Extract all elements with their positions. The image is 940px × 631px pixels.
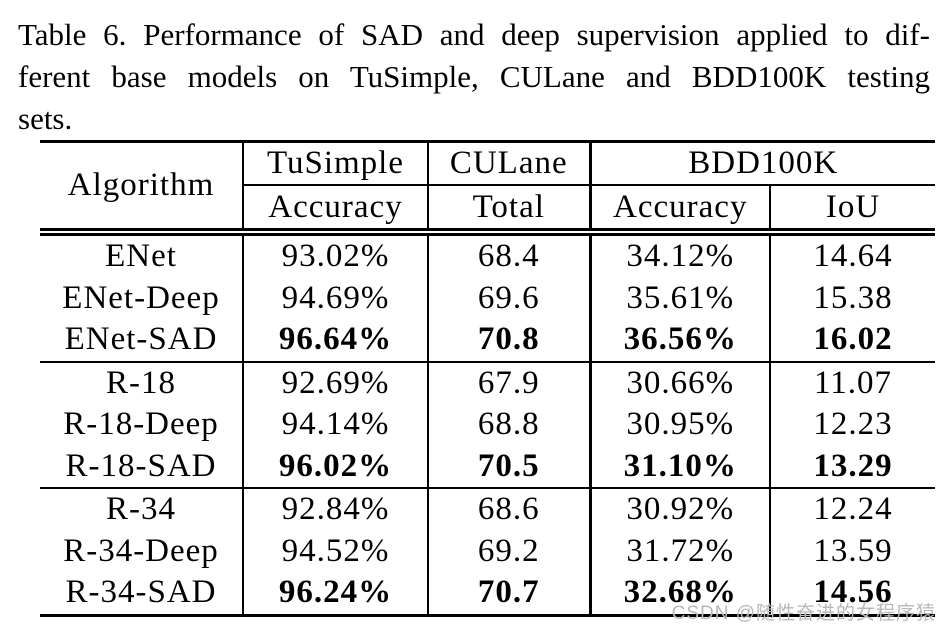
algorithm-cell: ENet [105, 238, 177, 275]
caption-line-3: sets. [18, 101, 73, 136]
culane-total-cell: 69.6 [427, 277, 590, 319]
tusimple-accuracy-cell: 96.24% [242, 572, 428, 617]
culane-total-cell: 69.2 [427, 530, 590, 572]
tusimple-accuracy-cell: 94.14% [242, 404, 428, 446]
results-table: Algorithm TuSimple CULane BDD100K Accura… [40, 140, 936, 617]
algorithm-cell: R-34-SAD [40, 572, 243, 617]
header-culane: CULane [427, 140, 590, 186]
bdd-accuracy-cell: 32.68% [588, 572, 770, 617]
header-culane-total: Total [427, 185, 590, 236]
culane-total-cell: 70.7 [427, 572, 590, 617]
algorithm-cell: ENet-SAD [64, 321, 218, 358]
header-bdd-accuracy: Accuracy [588, 185, 770, 236]
algorithm-cell: R-18 [40, 360, 243, 404]
bdd-iou-cell: 13.29 [768, 445, 936, 488]
culane-total-cell: 70.8 [427, 319, 590, 362]
tusimple-accuracy-cell: 96.02% [242, 445, 428, 488]
bdd-iou-cell: 13.59 [768, 530, 936, 572]
bdd-accuracy-cell: 35.61% [588, 277, 770, 319]
table-row: R-18-SAD 96.02% 70.5 31.10% 13.29 [40, 445, 936, 488]
bdd-accuracy-cell: 30.66% [588, 360, 770, 404]
header-row-metrics: Accuracy Total Accuracy IoU [40, 185, 936, 236]
csdn-watermark: CSDN @随性奋进的女程序猿 [671, 603, 936, 624]
bdd-accuracy-cell: 31.10% [588, 445, 770, 488]
algorithm-cell: R-18-SAD [65, 447, 217, 484]
culane-total-cell: 67.9 [427, 360, 590, 404]
bdd-iou-cell: 16.02 [768, 319, 936, 362]
tusimple-accuracy-cell: 93.02% [242, 232, 428, 278]
algorithm-cell: R-34-Deep [63, 532, 219, 569]
header-bdd100k: BDD100K [588, 140, 936, 186]
bdd-iou-cell: 15.38 [768, 277, 936, 319]
tusimple-accuracy-cell: 92.69% [242, 360, 428, 404]
caption-line-2: ferent base models on TuSimple, CULane a… [18, 59, 930, 94]
algorithm-cell: R-18-Deep [63, 406, 219, 443]
tusimple-accuracy-cell: 94.69% [242, 277, 428, 319]
table-row: R-34-SAD 96.24% 70.7 32.68% 14.56 [40, 572, 936, 617]
header-row-groups: Algorithm TuSimple CULane BDD100K [40, 140, 936, 236]
table-row: R-18 92.69% 67.9 30.66% 11.07 [40, 360, 936, 404]
tusimple-accuracy-cell: 96.64% [242, 319, 428, 362]
header-bdd-iou: IoU [768, 185, 936, 236]
bdd-accuracy-cell: 36.56% [588, 319, 770, 362]
bdd-iou-cell: 14.64 [768, 232, 936, 278]
bdd-iou-cell: 14.56 [768, 572, 936, 617]
bdd-iou-cell: 12.23 [768, 404, 936, 446]
culane-total-cell: 68.4 [427, 232, 590, 278]
tusimple-accuracy-cell: 94.52% [242, 530, 428, 572]
tusimple-accuracy-cell: 92.84% [242, 487, 428, 531]
table-row: R-18-Deep 94.14% 68.8 30.95% 12.23 [40, 404, 936, 446]
caption-line-1: Table 6. Performance of SAD and deep sup… [18, 17, 930, 52]
bdd-accuracy-cell: 30.95% [588, 404, 770, 446]
bdd-accuracy-cell: 34.12% [588, 232, 770, 278]
culane-total-cell: 68.8 [427, 404, 590, 446]
table-row: R-34 92.84% 68.6 30.92% 12.24 [40, 487, 936, 531]
culane-total-cell: 70.5 [427, 445, 590, 488]
header-tusimple: TuSimple [242, 140, 428, 186]
table-caption: Table 6. Performance of SAD and deep sup… [18, 14, 930, 140]
algorithm-cell: R-34 [40, 487, 243, 531]
culane-total-cell: 68.6 [427, 487, 590, 531]
bdd-iou-cell: 11.07 [768, 360, 936, 404]
table-row: ENet-Deep 94.69% 69.6 35.61% 15.38 [40, 277, 936, 319]
bdd-accuracy-cell: 30.92% [588, 487, 770, 531]
header-tusimple-accuracy: Accuracy [242, 185, 428, 236]
bdd-iou-cell: 12.24 [768, 487, 936, 531]
header-algorithm: Algorithm [40, 140, 243, 236]
algorithm-cell: ENet-Deep [62, 279, 220, 316]
table-row: ENet-SAD 96.64% 70.8 36.56% 16.02 [40, 319, 936, 362]
table-row: R-34-Deep 94.52% 69.2 31.72% 13.59 [40, 530, 936, 572]
bdd-accuracy-cell: 31.72% [588, 530, 770, 572]
table-row: ENet 93.02% 68.4 34.12% 14.64 [40, 232, 936, 278]
